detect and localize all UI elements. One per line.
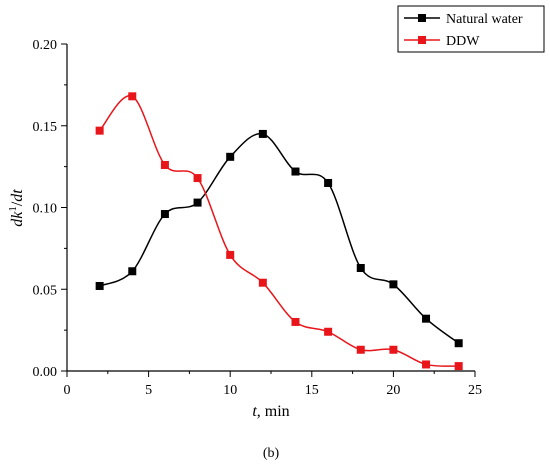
data-point-natural-water <box>389 280 398 289</box>
x-axis-unit: , min <box>257 403 290 420</box>
x-tick-label: 25 <box>468 383 482 398</box>
x-ticks: 0 5 10 15 20 25 <box>64 371 482 398</box>
data-point-ddw <box>291 317 300 326</box>
y-ticks: 0.00 0.05 0.10 0.15 0.20 <box>33 38 67 380</box>
data-point-ddw <box>193 174 202 183</box>
y-tick-label: 0.05 <box>33 283 58 298</box>
x-tick-label: 5 <box>145 383 152 398</box>
data-point-natural-water <box>422 314 431 323</box>
data-point-ddw <box>422 360 431 369</box>
y-tick-label: 0.00 <box>33 365 58 380</box>
y-axis-dt: dt <box>9 189 26 202</box>
data-point-natural-water <box>324 178 333 187</box>
data-point-natural-water <box>356 263 365 272</box>
data-point-ddw <box>95 126 104 135</box>
legend-marker-ddw <box>418 36 426 44</box>
data-point-ddw <box>324 327 333 336</box>
x-axis-title: t, min <box>252 403 289 420</box>
data-point-ddw <box>356 345 365 354</box>
plot-frame <box>66 44 475 372</box>
data-point-natural-water <box>454 339 463 348</box>
y-axis-k: k <box>9 211 26 219</box>
series-line-natural-water <box>99 132 460 344</box>
series-layer <box>95 92 463 371</box>
figure-caption: (b) <box>263 446 280 461</box>
legend-box <box>397 5 545 53</box>
x-tick-label: 15 <box>305 383 319 398</box>
legend-label-natural-water: Natural water <box>446 12 523 27</box>
y-axis-title: dk1/dt <box>7 189 26 227</box>
x-tick-label: 10 <box>223 383 237 398</box>
data-point-ddw <box>128 92 137 101</box>
x-tick-label: 20 <box>386 383 400 398</box>
x-tick-label: 0 <box>64 383 71 398</box>
y-axis-d: d <box>9 218 26 227</box>
y-tick-label: 0.10 <box>33 202 58 217</box>
data-point-natural-water <box>128 267 137 276</box>
data-point-ddw <box>258 278 267 287</box>
legend-marker-natural-water <box>418 14 426 22</box>
data-point-ddw <box>226 250 235 259</box>
y-axis-sup: 1 <box>7 206 19 212</box>
data-point-natural-water <box>226 152 235 161</box>
data-point-ddw <box>160 160 169 169</box>
data-point-ddw <box>389 345 398 354</box>
data-point-natural-water <box>160 210 169 219</box>
y-axis-slash: / <box>9 201 26 206</box>
data-point-natural-water <box>291 167 300 176</box>
x-axis-var: t <box>252 403 257 420</box>
data-point-natural-water <box>193 198 202 207</box>
data-point-natural-water <box>258 129 267 138</box>
y-tick-label: 0.15 <box>33 120 58 135</box>
data-point-natural-water <box>95 281 104 290</box>
y-tick-label: 0.20 <box>33 38 58 53</box>
legend: Natural water DDW <box>397 5 545 53</box>
data-point-ddw <box>454 362 463 371</box>
legend-label-ddw: DDW <box>446 34 480 49</box>
